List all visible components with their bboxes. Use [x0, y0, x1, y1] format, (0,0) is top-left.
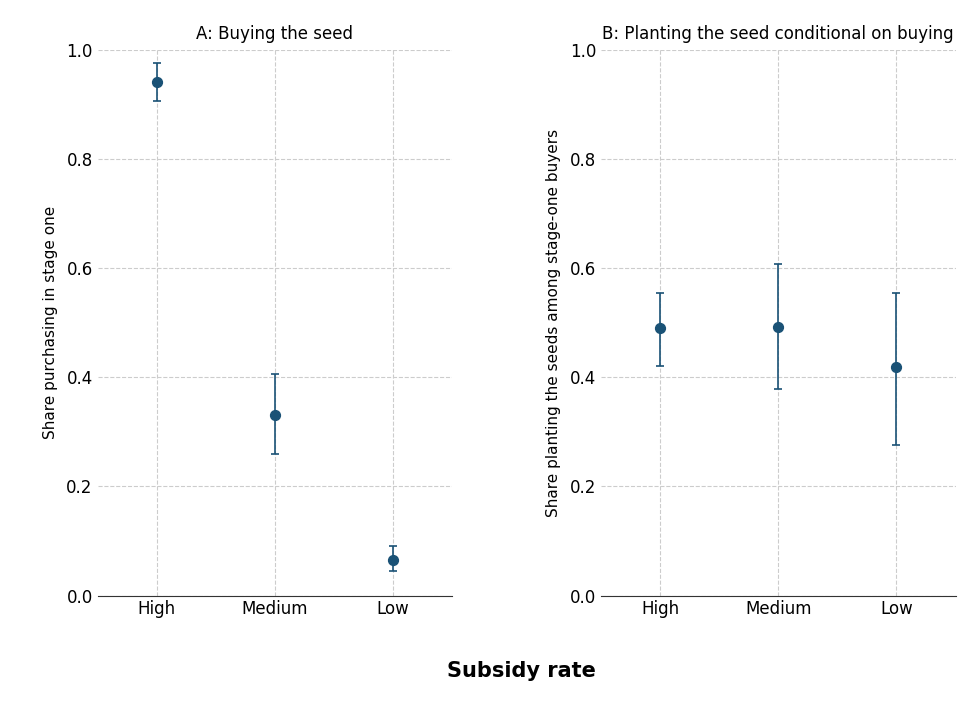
Y-axis label: Share planting the seeds among stage-one buyers: Share planting the seeds among stage-one… [546, 128, 562, 517]
Point [385, 554, 401, 566]
Point [652, 323, 668, 334]
Point [267, 410, 283, 421]
Point [770, 321, 786, 333]
Y-axis label: Share purchasing in stage one: Share purchasing in stage one [43, 206, 58, 439]
Point [149, 77, 165, 88]
Text: Subsidy rate: Subsidy rate [448, 661, 596, 681]
Title: B: Planting the seed conditional on buying: B: Planting the seed conditional on buyi… [603, 25, 955, 43]
Title: A: Buying the seed: A: Buying the seed [196, 25, 353, 43]
Point [888, 362, 904, 373]
